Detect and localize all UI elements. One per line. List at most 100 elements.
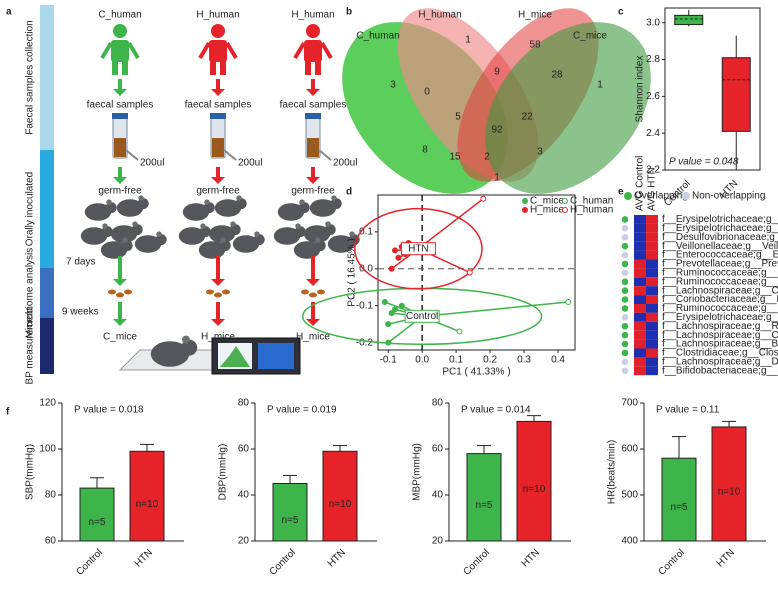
legend-marker — [522, 207, 528, 213]
overlap-marker — [621, 278, 629, 286]
row-label: f__Ruminococcaceae;g__Anaerotruncus — [662, 276, 778, 287]
heat-cell — [646, 268, 658, 278]
y-axis-label: MBP(mmHg) — [412, 443, 423, 501]
legend-label: Overlapping — [634, 191, 688, 202]
y-tick-label: 700 — [621, 398, 638, 409]
stage-band — [40, 318, 54, 374]
bar — [466, 453, 502, 542]
venn-count: 3 — [390, 80, 396, 91]
tube-content — [307, 138, 319, 157]
panel-label: a — [6, 7, 12, 18]
point — [398, 302, 405, 309]
y-axis-label: HR(beats/min) — [607, 440, 618, 504]
y-tick-label: -0.1 — [356, 300, 374, 311]
x-tick-label: Control — [74, 547, 105, 578]
overlap-marker — [621, 331, 629, 339]
group-label-box — [404, 309, 440, 323]
row-label: f__Enterococcaceae;g__Enterococcus — [662, 250, 778, 261]
mouse-ear — [230, 221, 236, 227]
mouse-head — [219, 240, 231, 252]
annotation: P value = 0.048 — [669, 157, 739, 168]
mouse-head — [253, 234, 265, 246]
row-label: f__Bifidobacteriaceae;g__Bifidobacterium — [662, 365, 778, 376]
arrow-head — [113, 177, 127, 184]
mouse — [309, 199, 337, 217]
person-leg — [305, 61, 311, 75]
mouse — [182, 203, 210, 221]
person-head — [306, 24, 320, 38]
heat-cell — [646, 330, 658, 340]
bar — [711, 426, 747, 542]
y-tick-label: -0.2 — [356, 337, 374, 348]
overlap-marker — [621, 251, 629, 259]
venn-count: 15 — [449, 152, 461, 163]
heat-cell — [634, 339, 646, 349]
monitor-curve — [220, 346, 250, 367]
point — [388, 265, 395, 272]
venn-count: 5 — [455, 112, 461, 123]
mouse-ear — [132, 221, 138, 227]
mouse-ear — [138, 195, 144, 201]
heat-cell — [634, 304, 646, 313]
overlap-marker — [621, 260, 629, 268]
row-label: f__Erysipelotrichaceae;g__Holdemania — [662, 214, 778, 225]
pipette — [318, 149, 332, 161]
point — [385, 339, 392, 346]
bar-note: n=5 — [282, 515, 299, 526]
venn-shapes — [342, 8, 651, 194]
mouse-ear — [315, 237, 321, 243]
heat-cell — [646, 366, 658, 376]
mouse-head — [131, 224, 143, 236]
row-label: f__Lachnospiraceae;g__Dorea — [662, 356, 778, 367]
overlap-marker — [621, 287, 629, 294]
person-arm — [198, 41, 211, 60]
panel-label: d — [346, 187, 352, 198]
venn-count: 22 — [521, 112, 533, 123]
overlap-marker — [621, 322, 629, 330]
sample-label: faecal samples — [87, 100, 154, 111]
venn-count: 8 — [422, 145, 428, 156]
mouse — [84, 203, 112, 221]
mouse-ear — [349, 231, 355, 237]
point — [456, 328, 463, 335]
heat-cell — [634, 312, 646, 322]
annotation: P value = 0.11 — [656, 405, 720, 416]
person-head — [113, 24, 127, 38]
overlap-marker — [621, 358, 629, 366]
heat-cell — [646, 232, 658, 242]
bar-note: n=10 — [329, 499, 352, 510]
heat-cell — [646, 304, 658, 313]
tube-cap — [112, 113, 128, 119]
person-leg — [210, 61, 216, 75]
mouse-ear — [254, 231, 260, 237]
heat-cell — [634, 259, 646, 269]
row-label: f__Lachnospiraceae;g__Blautia — [662, 339, 778, 350]
y-tick-label: 80 — [432, 398, 444, 409]
venn-label: C_mice — [573, 31, 607, 42]
x-tick-label: HTN — [715, 547, 737, 569]
y-tick-label: 120 — [39, 398, 56, 409]
mouse-head — [155, 234, 167, 246]
mouse-ear — [331, 195, 337, 201]
mouse-ear — [325, 221, 331, 227]
y-tick-label: 80 — [45, 490, 57, 501]
x-tick-label: 0.1 — [449, 355, 463, 366]
pellet — [309, 292, 317, 298]
heat-cell — [634, 232, 646, 242]
y-tick-label: 2.6 — [646, 91, 660, 102]
bar-note: n=10 — [718, 487, 741, 498]
heat-cell — [646, 312, 658, 322]
overlap-marker — [621, 269, 629, 277]
heat-cell — [634, 277, 646, 287]
heat-cell — [634, 366, 646, 376]
y-tick-label: 60 — [45, 536, 57, 547]
heat-cell — [646, 286, 658, 296]
x-tick-label: Control — [656, 547, 687, 578]
arrow-head — [211, 319, 225, 326]
mouse-head — [105, 202, 117, 214]
row-label: f__Clostridiaceae;g__Clostridium — [662, 348, 778, 359]
point — [565, 299, 572, 306]
overlap-marker — [621, 242, 629, 250]
pellet — [301, 289, 309, 295]
row-label: f__Erysipelotrichaceae;g__Clostridium — [662, 312, 778, 323]
